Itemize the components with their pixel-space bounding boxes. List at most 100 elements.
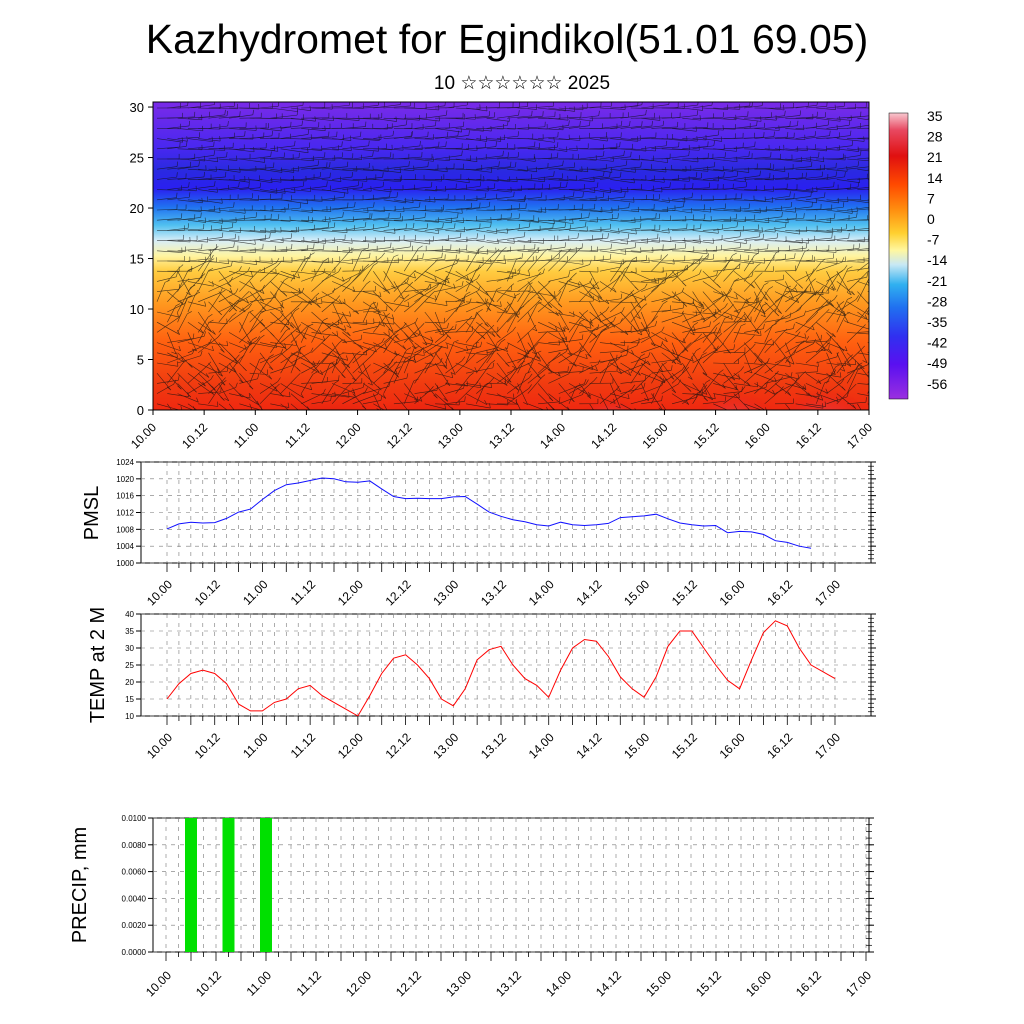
wind-barb <box>455 375 471 394</box>
wind-barb-flag <box>224 398 229 402</box>
wind-barb <box>331 281 355 292</box>
wind-barb <box>785 166 812 170</box>
wind-barb <box>702 400 726 405</box>
wind-barb <box>537 291 553 308</box>
wind-barb-flag <box>317 303 321 308</box>
wind-barb-flag <box>736 263 741 268</box>
wind-barb-flag <box>848 233 850 239</box>
wind-barb <box>301 240 326 244</box>
wind-barb <box>321 291 343 305</box>
wind-barb <box>774 288 795 303</box>
wind-barb-flag <box>444 275 448 281</box>
wind-barb-flag <box>255 212 257 218</box>
wind-barb-flag <box>851 140 854 146</box>
wind-barb <box>445 360 463 374</box>
wind-barb-flag <box>857 367 863 371</box>
section-x-axis: 10.00 10.12 11.00 11.12 12.00 12.12 13.00 13.12… <box>128 410 875 451</box>
wind-barb <box>496 274 519 282</box>
wind-barb-flag <box>682 303 685 309</box>
wind-barb <box>342 387 364 394</box>
wind-barb <box>229 128 257 131</box>
wind-barb <box>661 240 686 244</box>
wind-barb-flag <box>647 332 651 337</box>
wind-barb-flag <box>457 212 459 218</box>
wind-barb <box>744 177 770 180</box>
wind-barb <box>311 148 339 151</box>
wind-barb <box>249 337 261 353</box>
wind-barb <box>434 280 446 302</box>
wind-barb-flag <box>804 384 807 390</box>
wind-barb <box>548 301 563 315</box>
wind-barb <box>177 217 201 221</box>
wind-barb <box>435 188 457 190</box>
wind-barb-flag <box>176 271 178 277</box>
wind-barb <box>610 270 637 273</box>
wind-barb <box>671 197 693 201</box>
wind-barb <box>270 189 296 193</box>
wind-barb-flag <box>192 348 195 354</box>
x-tick-label: 16.12 <box>793 420 824 451</box>
y-tick-label: 30 <box>130 100 144 115</box>
wind-barb <box>589 248 612 252</box>
wind-barb <box>733 347 753 364</box>
wind-barb <box>208 260 229 265</box>
wind-barb <box>435 328 456 333</box>
wind-barb <box>558 276 574 292</box>
wind-barb <box>342 226 366 231</box>
wind-barb-flag <box>296 373 301 378</box>
wind-barb-flag <box>616 389 622 393</box>
wind-barb <box>640 372 666 384</box>
wind-barb <box>702 307 725 323</box>
wind-barb <box>383 311 394 332</box>
wind-barb <box>764 376 791 384</box>
wind-barb <box>661 179 690 182</box>
wind-barb <box>733 236 760 241</box>
wind-barb-flag <box>390 242 392 248</box>
wind-barb <box>301 186 327 190</box>
y-tick-label: 1024 <box>116 458 134 467</box>
wind-barb <box>290 383 312 391</box>
wind-barb-flag <box>567 406 571 410</box>
wind-barb <box>754 281 768 301</box>
wind-barb-flag <box>870 306 874 309</box>
wind-barb <box>527 138 555 143</box>
wind-barb <box>393 273 413 292</box>
wind-barb <box>630 125 652 129</box>
wind-barb <box>867 301 869 304</box>
wind-barb <box>198 403 218 407</box>
wind-barb-flag <box>824 380 830 384</box>
wind-barb-flag <box>178 375 180 381</box>
wind-barb-flag <box>858 243 860 249</box>
wind-barb-flag <box>445 361 448 367</box>
wind-barb <box>445 240 468 243</box>
x-tick-label: 12.00 <box>335 577 366 608</box>
wind-barb-flag <box>643 382 646 388</box>
wind-barb-flag <box>582 259 584 265</box>
colorbar-label: -7 <box>927 232 940 248</box>
wind-barb-flag <box>480 341 483 347</box>
wind-barb <box>239 322 260 343</box>
wind-barb <box>558 116 581 119</box>
wind-barb-flag <box>355 309 359 315</box>
wind-barb-flag <box>290 233 292 239</box>
wind-barb-flag <box>377 389 380 395</box>
wind-barb-flag <box>630 151 632 157</box>
wind-barb <box>630 306 644 323</box>
wind-barb <box>671 264 692 282</box>
wind-barb <box>362 310 387 313</box>
wind-barb <box>486 240 515 244</box>
wind-barb-flag <box>672 359 677 365</box>
wind-barb-flag <box>645 109 647 115</box>
wind-barb <box>218 387 236 394</box>
wind-barb-flag <box>597 359 601 365</box>
wind-barb-flag <box>485 136 488 142</box>
wind-barb <box>321 239 345 241</box>
wind-barb <box>816 281 835 291</box>
wind-barb <box>455 148 478 151</box>
wind-barb-flag <box>528 270 531 277</box>
wind-barb <box>476 209 495 211</box>
wind-barb <box>764 206 792 211</box>
wind-barb <box>218 303 235 323</box>
wind-barb-flag <box>326 181 328 187</box>
wind-barb-flag <box>209 338 212 344</box>
